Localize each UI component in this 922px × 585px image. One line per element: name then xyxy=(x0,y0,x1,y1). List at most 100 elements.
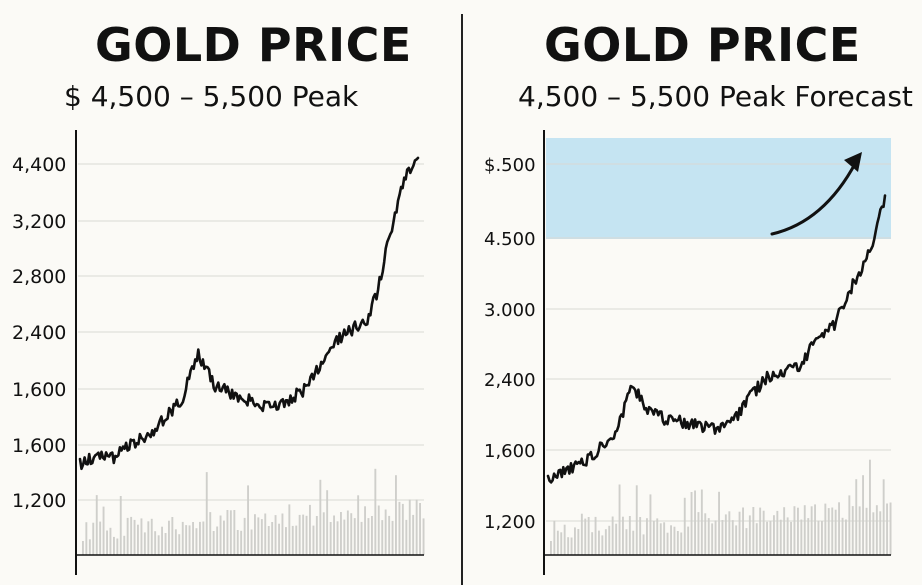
volume-bar xyxy=(550,541,552,555)
volume-bar xyxy=(195,528,198,555)
forecast-arrow-icon xyxy=(770,160,858,236)
volume-bar xyxy=(302,514,305,555)
right-chart-panel: GOLD PRICE 4,500 – 5,500 Peak Forecast $… xyxy=(464,0,922,585)
volume-bar xyxy=(340,512,342,555)
volume-bar xyxy=(615,523,618,555)
volume-bar xyxy=(591,532,594,555)
volume-bar xyxy=(711,523,714,555)
volume-bar xyxy=(102,506,105,555)
volume-bar xyxy=(659,523,662,555)
volume-bar xyxy=(821,521,823,555)
volume-bar xyxy=(329,522,332,555)
volume-bar xyxy=(254,514,256,555)
volume-bar xyxy=(556,530,559,555)
volume-bar xyxy=(580,513,583,555)
volume-bar xyxy=(587,517,590,555)
volume-bar xyxy=(109,527,112,555)
volume-bar xyxy=(188,525,191,555)
volume-bar xyxy=(360,521,363,555)
y-tick-label: 1,600 xyxy=(12,379,66,401)
volume-bar xyxy=(783,507,786,555)
volume-bar xyxy=(773,515,775,555)
volume-bar xyxy=(652,520,655,555)
volume-bar xyxy=(322,512,325,555)
y-tick-label: 1,200 xyxy=(484,512,536,533)
volume-bar xyxy=(271,522,274,555)
volume-bar xyxy=(803,505,806,555)
price-line xyxy=(78,156,420,471)
volume-bar xyxy=(869,459,871,555)
volume-bar xyxy=(858,506,861,555)
volume-bar xyxy=(285,527,287,555)
volume-bar xyxy=(250,529,253,555)
y-tick-label: 1,200 xyxy=(12,490,66,512)
volume-bar xyxy=(728,511,731,555)
panel-divider xyxy=(461,14,463,585)
volume-bar xyxy=(574,527,576,555)
volume-bar xyxy=(95,495,98,555)
volume-bar xyxy=(831,507,834,555)
volume-bar xyxy=(862,475,864,555)
volume-bar xyxy=(697,512,700,555)
volume-bar xyxy=(298,514,301,555)
y-tick-label: $.500 xyxy=(484,155,536,176)
volume-bar xyxy=(147,521,150,555)
volume-bar xyxy=(618,484,621,555)
volume-bar xyxy=(106,530,108,555)
volume-bar xyxy=(257,517,260,555)
volume-bar xyxy=(181,521,184,555)
volume-bar xyxy=(670,525,672,555)
volume-bar xyxy=(735,525,738,555)
volume-bar xyxy=(731,520,734,555)
volume-bar xyxy=(216,526,219,555)
left-chart-title: GOLD PRICE xyxy=(95,18,412,72)
volume-bar xyxy=(683,497,686,555)
volume-bar xyxy=(707,518,710,555)
volume-bar xyxy=(150,518,153,555)
volume-bar xyxy=(137,524,139,555)
volume-bar xyxy=(119,496,122,555)
volume-bar xyxy=(838,502,840,555)
volume-bar xyxy=(611,516,614,555)
volume-bar xyxy=(553,520,556,555)
volume-bar xyxy=(291,525,294,555)
volume-bar xyxy=(113,536,115,555)
volume-bar xyxy=(604,529,607,555)
volume-bar xyxy=(676,531,679,555)
volume-bar xyxy=(779,519,782,555)
volume-bar xyxy=(412,514,415,555)
volume-bar xyxy=(333,515,335,555)
left-chart-panel: GOLD PRICE $ 4,500 – 5,500 Peak 4,400 3,2… xyxy=(0,0,460,585)
volume-bar xyxy=(326,490,329,555)
volume-bar xyxy=(401,503,404,555)
volume-bar xyxy=(161,526,163,555)
volume-bar xyxy=(381,520,384,555)
volume-bar xyxy=(422,518,425,555)
volume-bar xyxy=(577,529,580,555)
volume-bar xyxy=(264,513,267,555)
volume-bar xyxy=(174,529,177,555)
forecast-band xyxy=(546,138,891,239)
volume-bar xyxy=(398,501,401,555)
volume-bar xyxy=(199,521,201,555)
volume-bar xyxy=(814,504,816,555)
volume-bar xyxy=(824,503,827,555)
volume-bar xyxy=(700,489,703,555)
volume-bar xyxy=(594,516,597,555)
volume-bar xyxy=(886,503,888,555)
volume-bar xyxy=(140,518,143,555)
volume-bar xyxy=(350,513,353,555)
volume-bar xyxy=(865,507,868,555)
volume-bar xyxy=(229,510,232,555)
y-tick-label: 3,200 xyxy=(12,211,66,233)
volume-bar xyxy=(827,508,830,555)
volume-bar xyxy=(371,516,373,555)
volume-bar xyxy=(143,532,146,555)
volume-bar xyxy=(243,517,246,555)
volume-bar xyxy=(130,516,133,555)
volume-bar xyxy=(374,468,377,555)
y-tick-label: 4.500 xyxy=(484,229,536,250)
volume-bar xyxy=(343,519,346,555)
y-tick-label: 4,400 xyxy=(12,154,66,176)
volume-bar xyxy=(598,530,600,555)
